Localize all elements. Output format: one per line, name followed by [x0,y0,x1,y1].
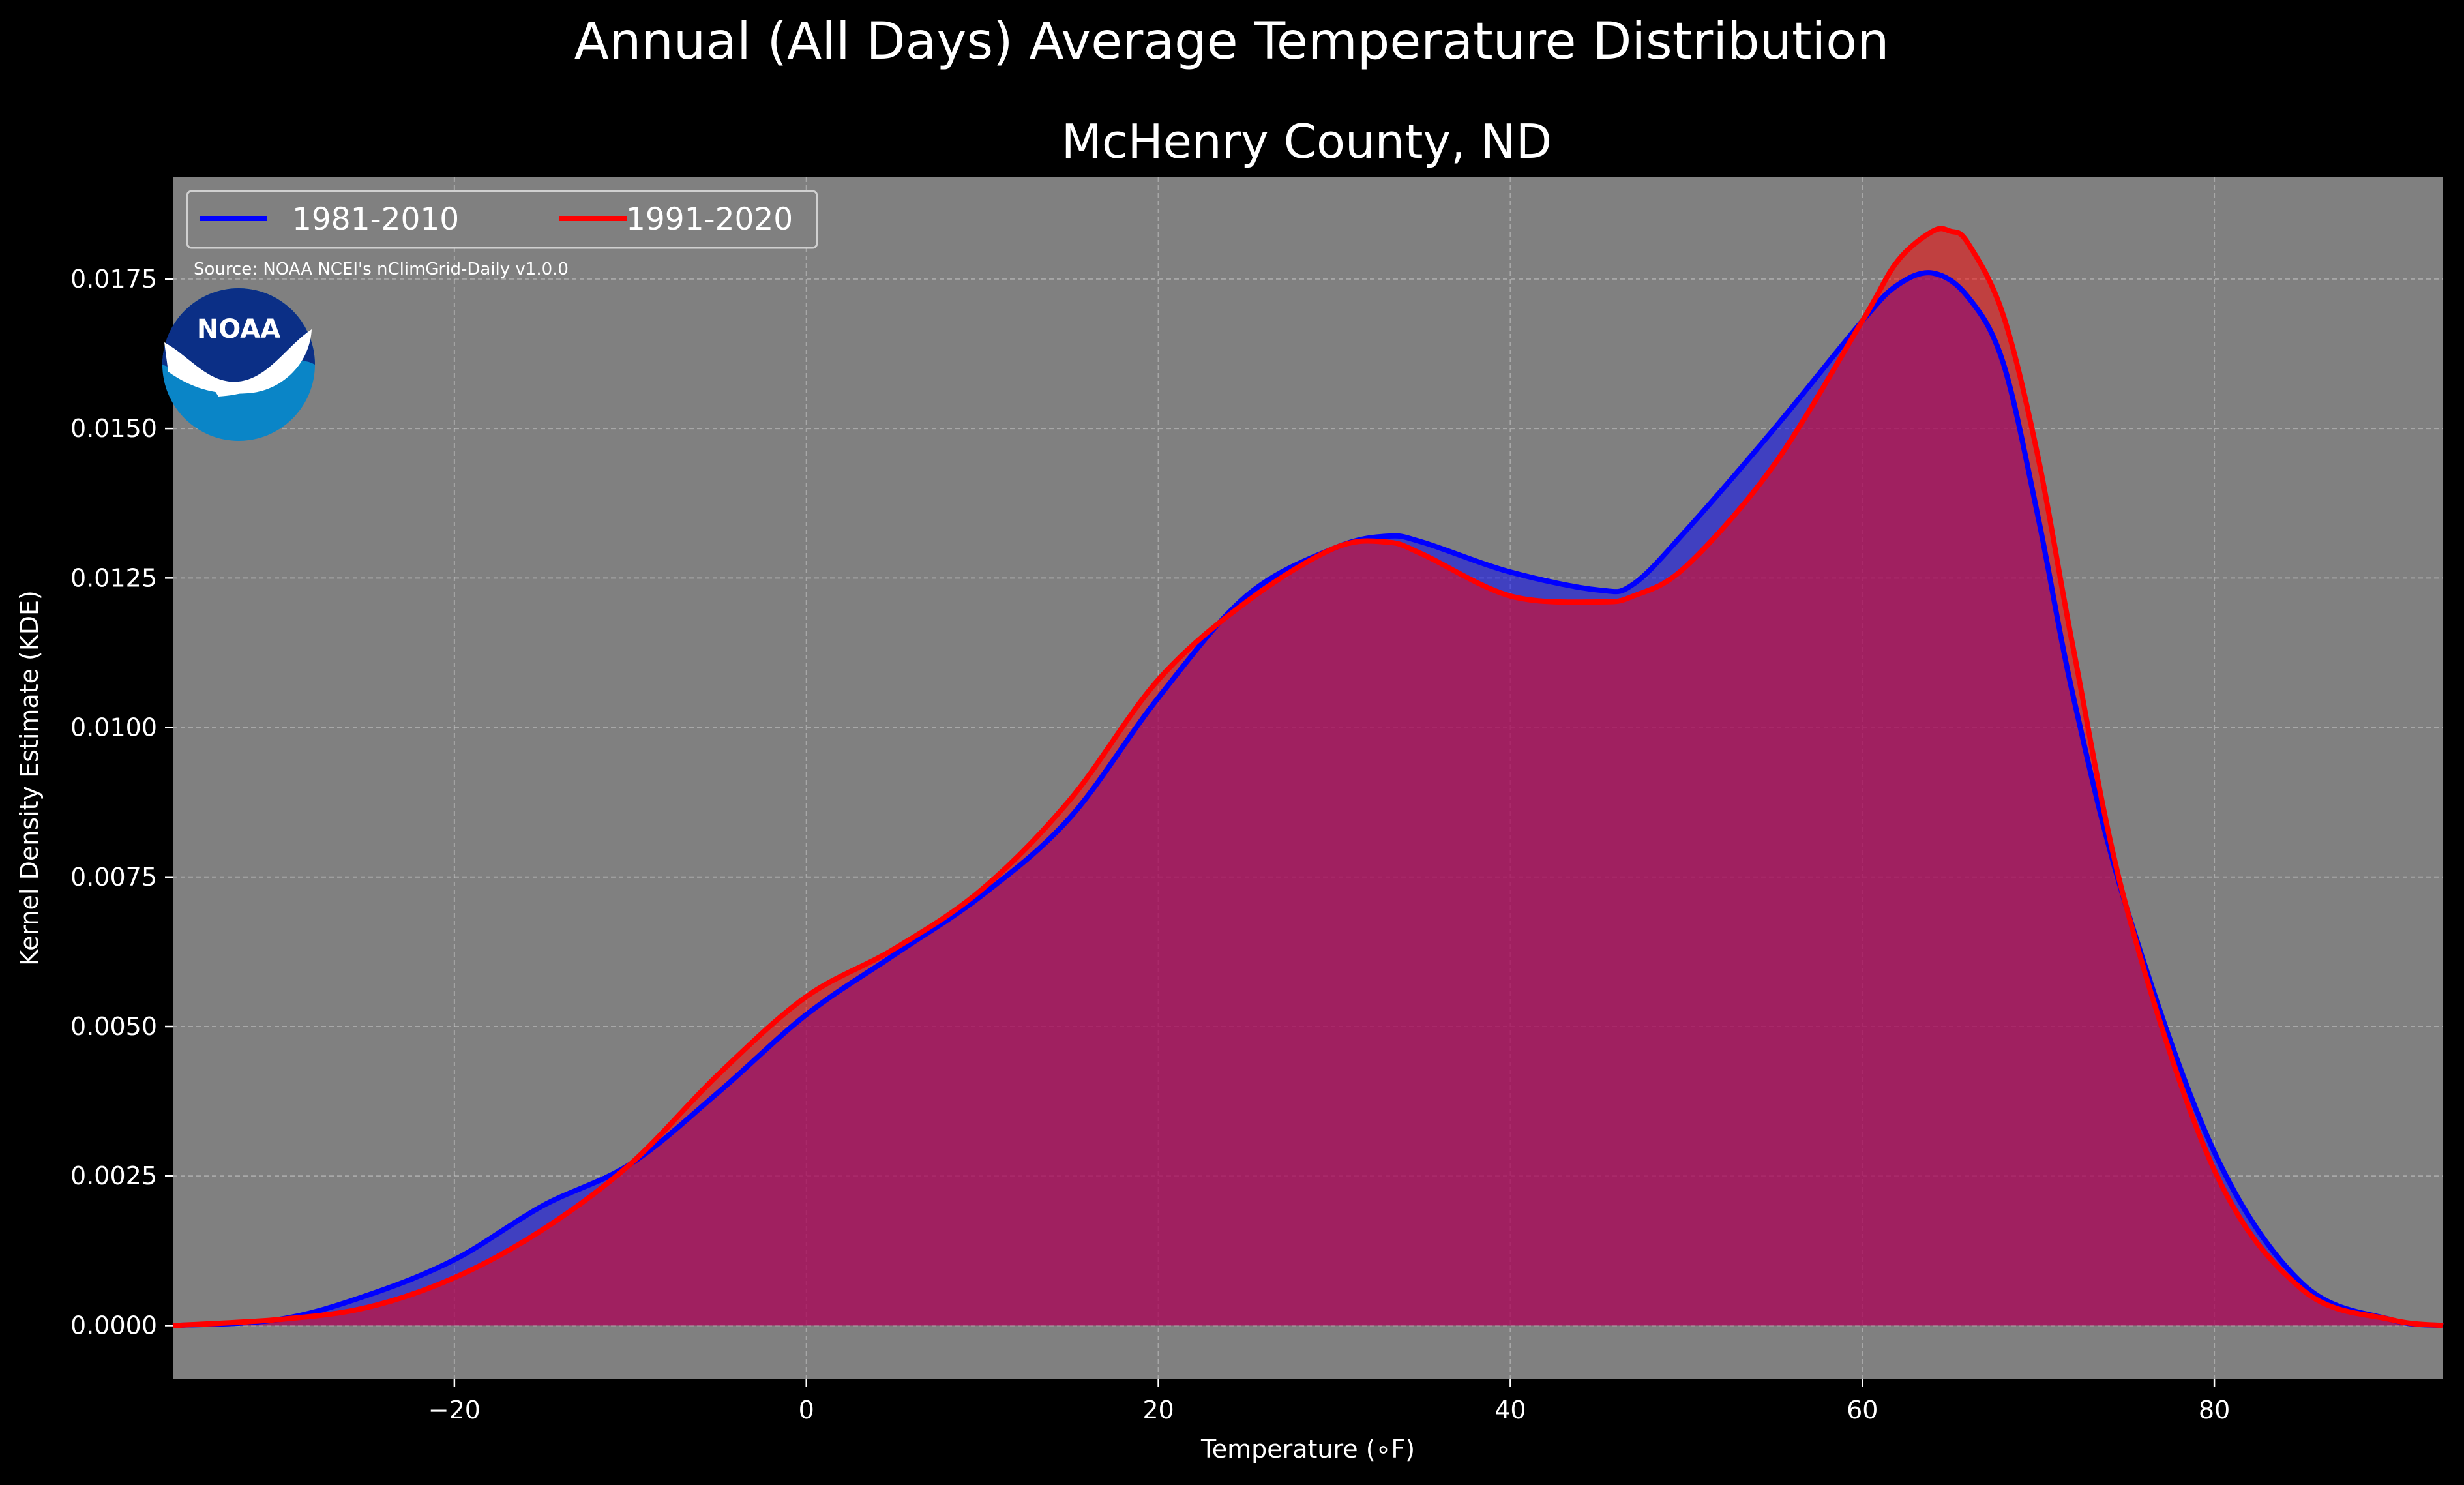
noaa-logo-text: NOAA [197,314,280,344]
y-tick-label: 0.0175 [70,265,157,293]
x-tick-label: 80 [2199,1396,2230,1424]
y-tick-label: 0.0025 [70,1162,157,1190]
y-tick-label: 0.0150 [70,414,157,443]
x-tick-label: 40 [1494,1396,1526,1424]
legend: 1981-2010 1991-2020 [186,190,818,249]
y-axis-label: Kernel Density Estimate (KDE) [15,590,44,966]
x-tick-label: 0 [799,1396,814,1424]
y-axis-ticks: 0.0000 0.0025 0.0050 0.0075 0.0100 0.0125 0.01… [70,265,173,1340]
series-area-1991-2020 [173,228,2443,1326]
x-tick-label: −20 [428,1396,481,1424]
series-line-1981-2010 [172,270,2444,1328]
series-lines [172,226,2444,1328]
y-tick-label: 0.0075 [70,863,157,892]
noaa-logo: NOAA [162,288,315,441]
chart-title: McHenry County, ND [1061,114,1552,169]
source-note: Source: NOAA NCEI's nClimGrid-Daily v1.0… [194,260,569,279]
x-axis-ticks: −20 0 20 40 60 80 [428,1379,2230,1424]
legend-label-1991-2020: 1991-2020 [626,202,793,237]
chart-suptitle: Annual (All Days) Average Temperature Di… [574,12,1890,71]
plot-area [172,177,2444,1379]
series-line-1991-2020 [172,226,2444,1328]
y-tick-label: 0.0125 [70,563,157,592]
y-tick-label: 0.0000 [70,1311,157,1340]
y-tick-label: 0.0100 [70,713,157,742]
x-tick-label: 20 [1142,1396,1174,1424]
x-tick-label: 60 [1847,1396,1878,1424]
legend-frame [186,190,818,249]
series-areas [173,228,2443,1326]
legend-label-1981-2010: 1981-2010 [292,202,459,237]
x-axis-label: Temperature (∘F) [1200,1435,1415,1463]
y-tick-label: 0.0050 [70,1012,157,1041]
